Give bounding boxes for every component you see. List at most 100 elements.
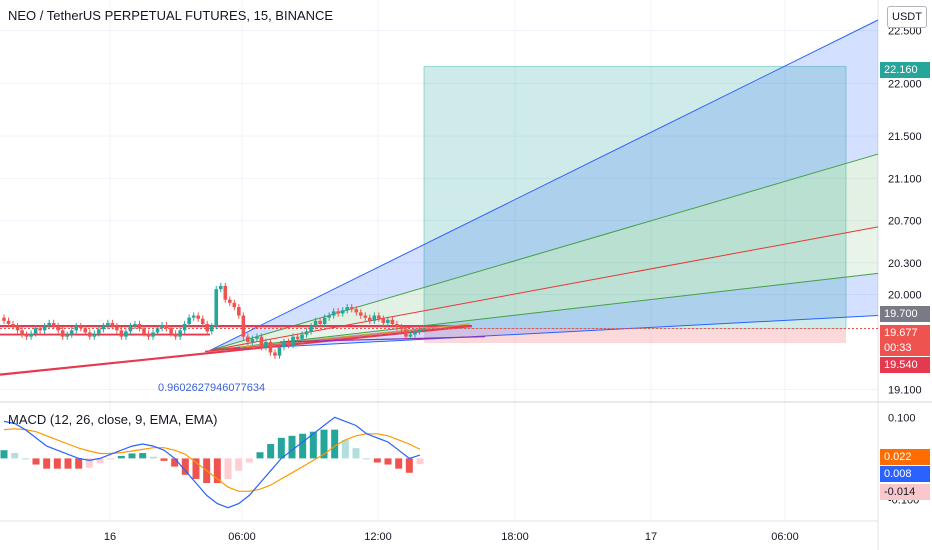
macd-bar xyxy=(320,429,328,459)
candle-body xyxy=(101,326,106,330)
macd-bar xyxy=(160,458,168,461)
candle-body xyxy=(20,330,24,335)
time-tick-label: 18:00 xyxy=(501,531,529,543)
candle-body xyxy=(345,307,350,311)
macd-bar xyxy=(224,458,232,479)
macd-bar xyxy=(85,458,93,468)
candle-body xyxy=(142,328,146,334)
candle-body xyxy=(47,322,51,327)
macd-bar xyxy=(181,458,189,475)
macd-bar xyxy=(149,456,157,459)
candle-body xyxy=(399,327,404,330)
candle-body xyxy=(24,334,29,337)
channel-line xyxy=(279,336,486,343)
candle-body xyxy=(110,322,115,327)
candle-body xyxy=(241,315,246,337)
candle-body xyxy=(83,328,88,333)
candle-body xyxy=(286,341,291,346)
candle-body xyxy=(349,307,354,310)
candle-body xyxy=(313,320,318,327)
candle-body xyxy=(322,317,327,324)
macd-bar xyxy=(395,458,403,469)
candle-body xyxy=(223,286,228,300)
candle-body xyxy=(133,324,137,327)
candle-body xyxy=(386,319,390,323)
time-tick-label: 12:00 xyxy=(364,531,392,543)
candle-body xyxy=(282,341,286,348)
candle-body xyxy=(358,312,363,316)
macd-bar xyxy=(75,458,83,469)
candle-body xyxy=(377,315,381,319)
candle-body xyxy=(408,334,413,337)
fan-ray xyxy=(209,272,879,351)
long-position-loss-zone[interactable] xyxy=(424,328,846,343)
macd-bar xyxy=(64,458,72,469)
candle-body xyxy=(331,311,336,316)
macd-bar xyxy=(416,458,424,465)
candle-body xyxy=(182,324,187,331)
macd-indicator-title[interactable]: MACD (12, 26, close, 9, EMA, EMA) xyxy=(8,412,218,427)
candle-body xyxy=(6,320,11,324)
candle-body xyxy=(69,330,74,335)
candle-body xyxy=(327,315,331,318)
fan-ray xyxy=(209,226,879,351)
macd-bar xyxy=(43,458,51,469)
macd-bar xyxy=(21,458,29,460)
candle-body xyxy=(228,299,232,303)
macd-bar xyxy=(11,453,19,459)
macd-bar xyxy=(288,435,296,459)
currency-unit-button[interactable]: USDT xyxy=(887,6,927,28)
time-axis[interactable]: 16 06:00 12:00 18:00 17 06:00 xyxy=(104,531,799,543)
price-tick-label: 21.100 xyxy=(888,173,922,185)
macd-bar xyxy=(373,458,381,463)
candle-body xyxy=(246,336,250,342)
candle-body xyxy=(404,329,408,337)
candle-body xyxy=(11,324,15,327)
macd-bar xyxy=(32,458,40,465)
price-tick-label: 21.500 xyxy=(888,131,922,143)
candle-body xyxy=(372,315,377,321)
candle-body xyxy=(119,330,124,337)
macd-bar xyxy=(245,458,253,463)
candle-body xyxy=(164,325,169,329)
price-axis[interactable]: 22.500 22.000 21.500 21.100 20.700 20.300 20.0… xyxy=(888,26,922,397)
candle-body xyxy=(237,307,241,316)
candle-body xyxy=(51,322,56,327)
candle-body xyxy=(155,328,160,333)
candle-body xyxy=(422,328,426,331)
candle-body xyxy=(304,331,309,335)
candle-body xyxy=(124,331,128,337)
candle-body xyxy=(88,332,92,337)
macd-bar xyxy=(213,458,221,484)
candle-body xyxy=(309,326,313,332)
stop-price-label: 19.540 xyxy=(880,357,930,373)
candle-body xyxy=(291,336,295,346)
candle-body xyxy=(191,315,196,318)
candle-body xyxy=(178,330,182,337)
candle-body xyxy=(264,341,268,348)
price-tick-label: 22.000 xyxy=(888,78,922,90)
candlestick-series xyxy=(2,282,426,359)
channel-line xyxy=(239,323,471,348)
fib-ratio-label: 0.9602627946077634 xyxy=(158,382,265,394)
candle-body xyxy=(137,324,142,329)
candle-body xyxy=(300,334,304,339)
candle-body xyxy=(97,329,101,334)
macd-bar xyxy=(331,429,339,459)
price-tick-label: 20.300 xyxy=(888,258,922,270)
candle-body xyxy=(151,332,155,337)
candle-body xyxy=(2,317,6,321)
candle-body xyxy=(169,328,173,334)
candle-body xyxy=(354,309,359,313)
candle-body xyxy=(205,324,210,332)
candle-body xyxy=(417,329,422,332)
candle-body xyxy=(173,333,178,337)
fib-fan-drawing[interactable] xyxy=(209,19,879,351)
candle-body xyxy=(413,331,417,335)
macd-bar xyxy=(117,455,125,459)
candle-body xyxy=(255,336,259,339)
macd-bar xyxy=(192,458,200,479)
candle-body xyxy=(368,317,372,321)
macd-hist-value-label: -0.014 xyxy=(880,484,930,500)
